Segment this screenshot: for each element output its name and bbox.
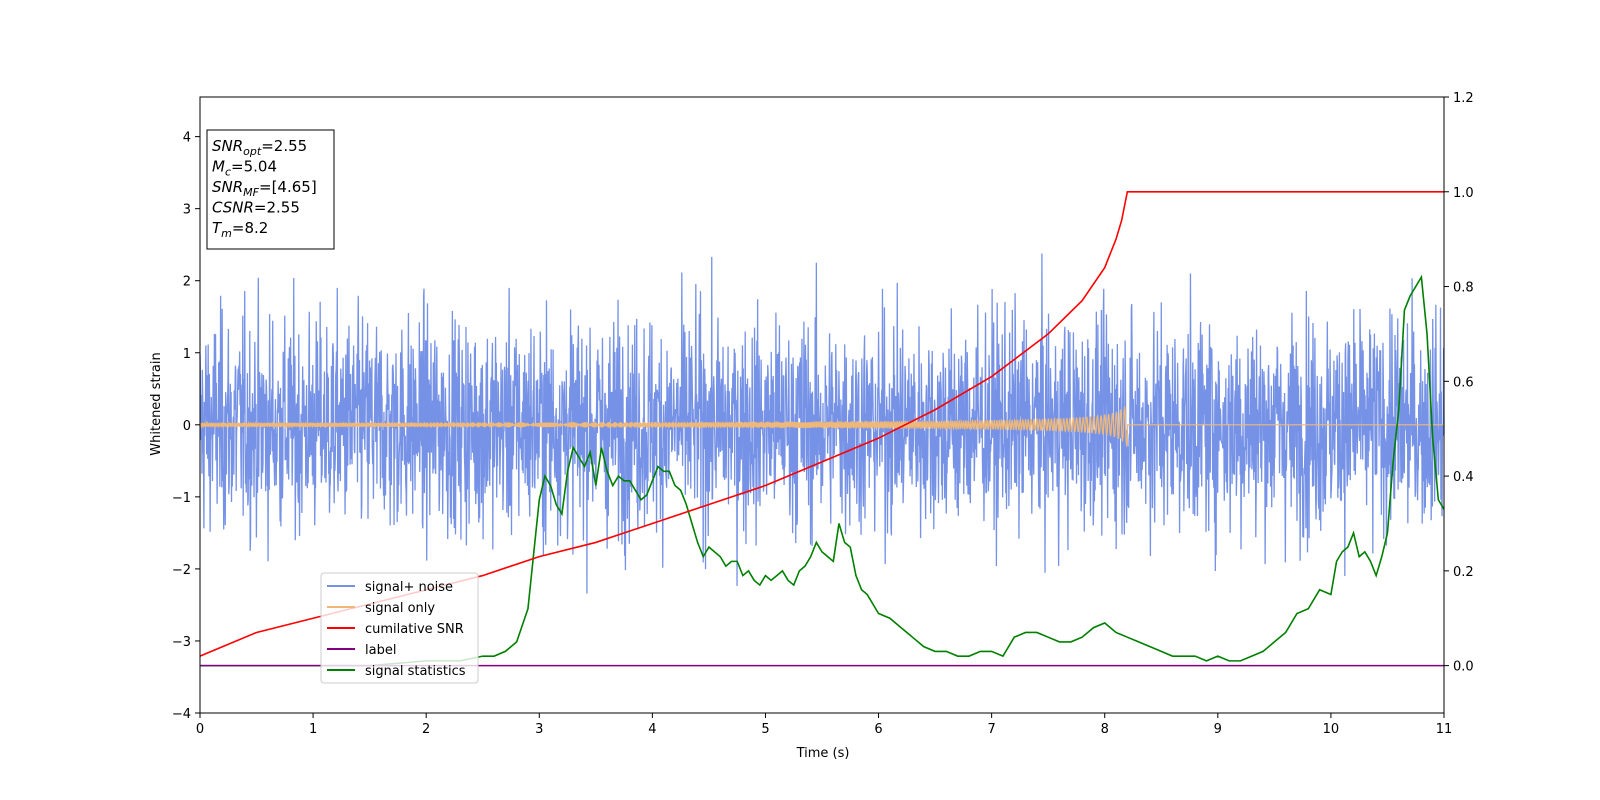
y2-tick-label: 0.6 bbox=[1453, 375, 1474, 390]
x-tick-label: 4 bbox=[648, 722, 656, 737]
info-box-line: SNRopt=2.55 bbox=[212, 137, 307, 158]
info-box-line: SNRMF=[4.65] bbox=[212, 178, 317, 199]
y2-tick-label: 1.0 bbox=[1453, 186, 1474, 201]
y-tick-label: 0 bbox=[183, 419, 191, 434]
plot-frame bbox=[199, 96, 1445, 714]
x-tick-label: 0 bbox=[196, 722, 204, 737]
y-tick-label: 4 bbox=[183, 131, 191, 146]
y-tick-label: 3 bbox=[183, 203, 191, 218]
noise-series bbox=[199, 253, 1445, 594]
legend: signal+ noise signal only cumilative SNR la… bbox=[320, 572, 479, 684]
ticks: 0 1 2 3 4 5 6 7 8 9 10 11 −4 −3 −2 −1 0 1 2 3 4 0.0 0.2 0.4 0.6 0… bbox=[172, 91, 1474, 737]
x-tick-label: 11 bbox=[1436, 722, 1453, 737]
x-axis-label: Time (s) bbox=[796, 746, 850, 761]
legend-label: signal statistics bbox=[365, 664, 466, 679]
x-tick-label: 5 bbox=[761, 722, 769, 737]
x-tick-label: 7 bbox=[987, 722, 995, 737]
info-box-frame bbox=[206, 129, 335, 250]
series-line-signal-noise bbox=[199, 253, 1445, 594]
y-tick-label: −3 bbox=[172, 635, 191, 650]
legend-label: label bbox=[365, 643, 396, 658]
x-tick-label: 9 bbox=[1214, 722, 1222, 737]
signal-only-series bbox=[199, 406, 1444, 447]
y2-tick-label: 0.0 bbox=[1453, 660, 1474, 675]
series-line-signal-only bbox=[199, 406, 1444, 447]
legend-label: signal only bbox=[365, 601, 435, 616]
axes-frame bbox=[199, 96, 1445, 714]
info-box-line: Mc=5.04 bbox=[212, 158, 277, 179]
y2-tick-label: 0.8 bbox=[1453, 281, 1474, 296]
x-tick-label: 6 bbox=[874, 722, 882, 737]
x-tick-label: 8 bbox=[1101, 722, 1109, 737]
y-tick-label: 1 bbox=[183, 347, 191, 362]
y-axis-label: Whitened strain bbox=[149, 352, 164, 455]
legend-label: cumilative SNR bbox=[365, 622, 464, 637]
legend-label: signal+ noise bbox=[365, 580, 453, 595]
x-tick-label: 2 bbox=[422, 722, 430, 737]
x-tick-label: 10 bbox=[1323, 722, 1340, 737]
y-tick-label: 2 bbox=[183, 275, 191, 290]
y-tick-label: −1 bbox=[172, 491, 191, 506]
x-tick-label: 1 bbox=[309, 722, 317, 737]
legend-frame bbox=[320, 572, 479, 684]
x-tick-label: 3 bbox=[535, 722, 543, 737]
info-box-line: Tm=8.2 bbox=[212, 219, 268, 240]
y2-tick-label: 0.2 bbox=[1453, 565, 1474, 580]
y2-tick-label: 1.2 bbox=[1453, 91, 1474, 106]
info-box-line: CSNR=2.55 bbox=[212, 199, 300, 217]
y-tick-label: −2 bbox=[172, 563, 191, 578]
series-line-signal-statistics bbox=[200, 274, 1445, 667]
y-tick-label: −4 bbox=[172, 707, 191, 722]
y2-tick-label: 0.4 bbox=[1453, 470, 1474, 485]
